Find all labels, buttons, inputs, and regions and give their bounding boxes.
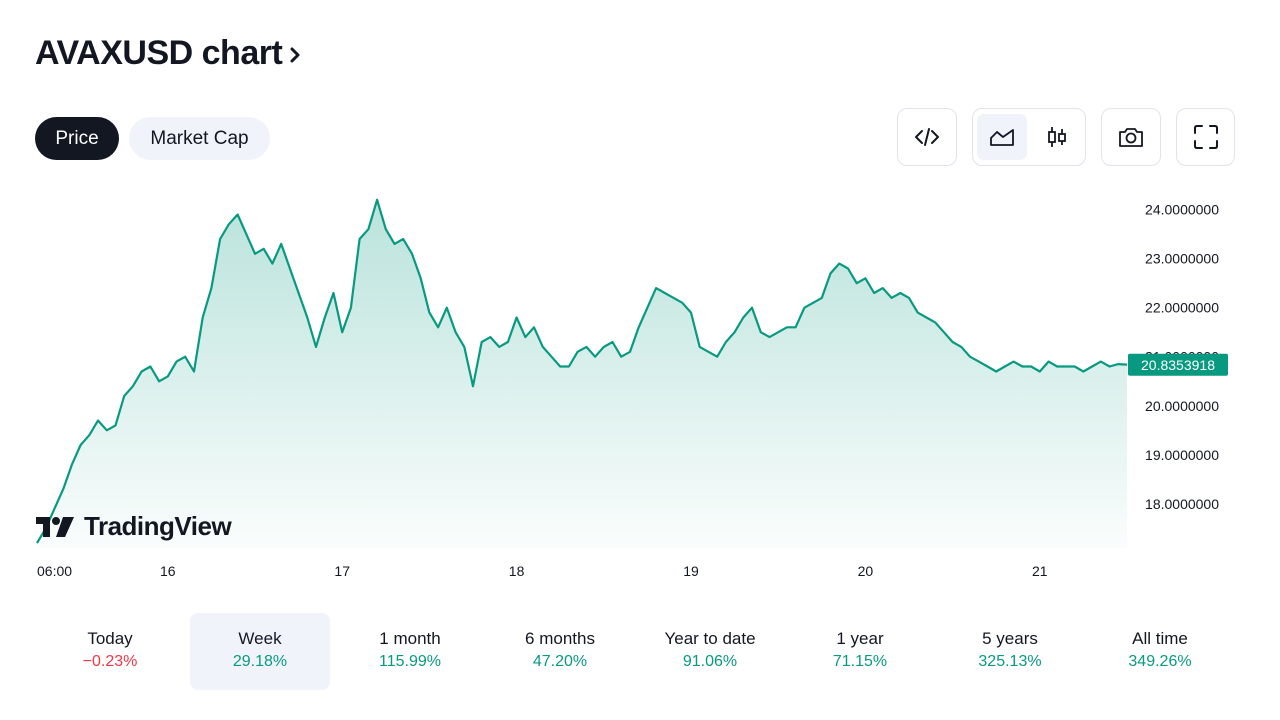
- snapshot-button[interactable]: [1101, 108, 1161, 166]
- y-tick-label: 23.0000000: [1145, 251, 1219, 267]
- period-change: 47.20%: [532, 653, 588, 670]
- y-tick-label: 19.0000000: [1145, 447, 1219, 463]
- camera-icon: [1119, 128, 1143, 147]
- period-change: 349.26%: [1128, 653, 1192, 670]
- last-price-value: 20.8353918: [1141, 357, 1215, 373]
- page-title-text: AVAXUSD chart: [35, 34, 283, 72]
- period-6-months[interactable]: 6 months 47.20%: [490, 613, 630, 690]
- fullscreen-button[interactable]: [1176, 108, 1235, 166]
- y-tick-label: 20.0000000: [1145, 398, 1219, 414]
- period-change: 325.13%: [978, 653, 1042, 670]
- period-label: 6 months: [525, 629, 595, 648]
- tradingview-logo[interactable]: TradingView: [36, 511, 232, 542]
- period-label: 1 year: [836, 629, 884, 648]
- period-label: Year to date: [664, 629, 756, 648]
- period-change: 71.15%: [832, 653, 888, 670]
- period-today[interactable]: Today −0.23%: [40, 613, 180, 690]
- chart-style-group: [972, 108, 1086, 166]
- last-price-badge: 20.8353918: [1128, 353, 1228, 376]
- period-change: 91.06%: [682, 653, 738, 670]
- area-style-button[interactable]: [977, 114, 1027, 160]
- x-tick-label: 19: [683, 563, 699, 579]
- period-label: 5 years: [982, 629, 1038, 648]
- y-tick-label: 18.0000000: [1145, 496, 1219, 512]
- price-area-fill: [37, 199, 1127, 549]
- period-label: 1 month: [379, 629, 441, 648]
- tab-market-cap[interactable]: Market Cap: [129, 117, 270, 160]
- fullscreen-icon: [1193, 125, 1218, 149]
- candlestick-icon: [1048, 127, 1066, 147]
- period-all-time[interactable]: All time 349.26%: [1090, 613, 1230, 690]
- tradingview-logo-icon: [36, 516, 74, 537]
- period-label: Week: [238, 629, 282, 648]
- candles-style-button[interactable]: [1032, 114, 1082, 160]
- y-axis: 24.000000023.000000022.000000021.0000000…: [1145, 202, 1219, 512]
- price-line: [36, 198, 1128, 544]
- embed-button[interactable]: [897, 108, 957, 166]
- period-1-month[interactable]: 1 month 115.99%: [340, 613, 480, 690]
- y-tick-label: 22.0000000: [1145, 300, 1219, 316]
- period-label: All time: [1132, 629, 1188, 648]
- x-tick-label: 17: [334, 563, 350, 579]
- period-5-years[interactable]: 5 years 325.13%: [940, 613, 1080, 690]
- period-label: Today: [87, 629, 133, 648]
- x-tick-label: 16: [160, 563, 176, 579]
- price-chart[interactable]: 24.000000023.000000022.000000021.0000000…: [0, 180, 1280, 600]
- chevron-right-icon: [288, 39, 304, 69]
- last-price-badge-bg: [1128, 353, 1228, 376]
- code-icon: [915, 128, 939, 146]
- tab-price[interactable]: Price: [35, 117, 119, 160]
- period-performance-bar: Today −0.23% Week 29.18% 1 month 115.99% 6 mon…: [30, 613, 1250, 690]
- period-1-year[interactable]: 1 year 71.15%: [790, 613, 930, 690]
- tradingview-logo-text: TradingView: [84, 511, 232, 541]
- period-week[interactable]: Week 29.18%: [190, 613, 330, 690]
- y-tick-label: 24.0000000: [1145, 202, 1219, 218]
- x-tick-label: 21: [1032, 563, 1048, 579]
- x-tick-label: 18: [509, 563, 525, 579]
- page-title[interactable]: AVAXUSD chart: [35, 34, 304, 73]
- x-tick-label: 20: [858, 563, 874, 579]
- area-chart-icon: [990, 129, 1014, 146]
- period-change: −0.23%: [82, 653, 138, 670]
- period-change: 29.18%: [232, 653, 288, 670]
- period-year-to-date[interactable]: Year to date 91.06%: [640, 613, 780, 690]
- x-axis: 06:00 16 17 18 19 20 21: [37, 563, 1048, 579]
- period-change: 115.99%: [379, 653, 441, 670]
- x-tick-label: 06:00: [37, 563, 72, 579]
